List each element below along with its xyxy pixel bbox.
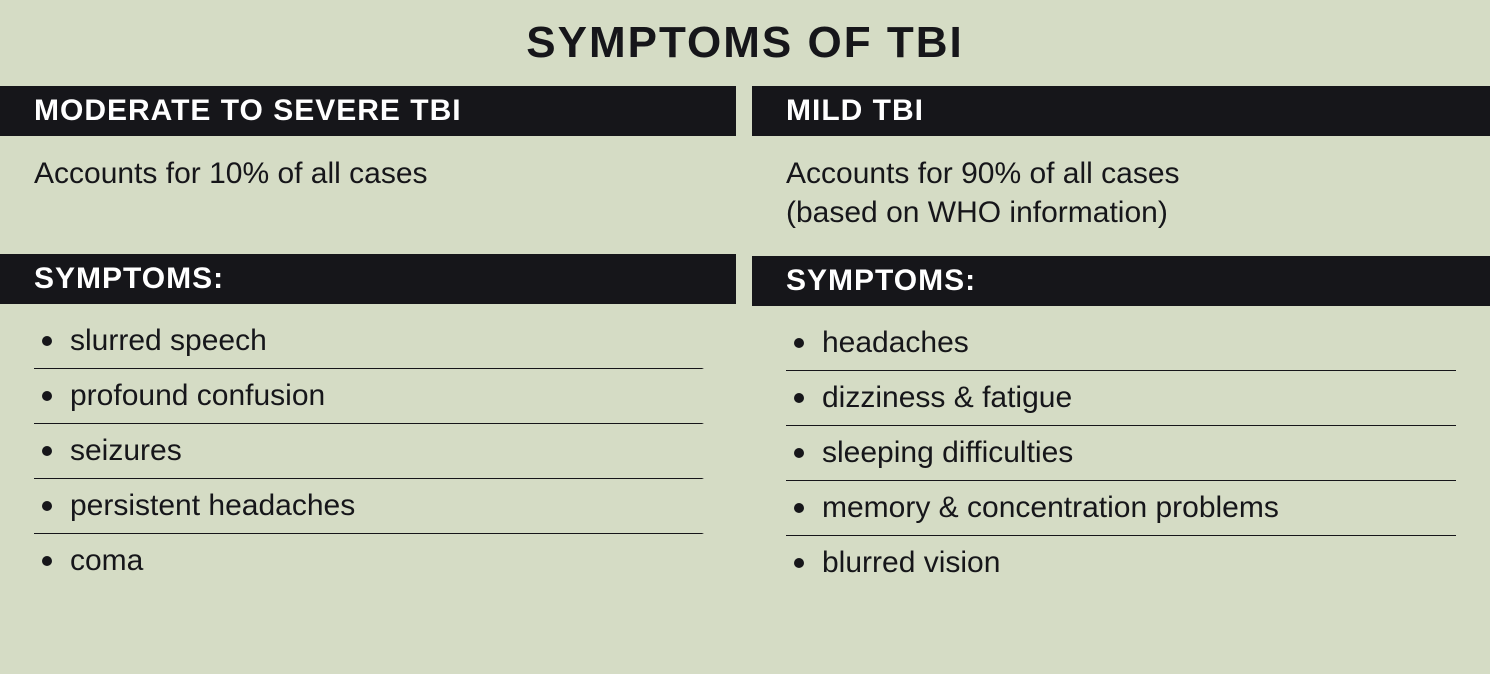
symptom-list: headaches dizziness & fatigue sleeping d… xyxy=(752,306,1490,590)
column-heading: MODERATE TO SEVERE TBI xyxy=(34,94,462,127)
symptom-item: sleeping difficulties xyxy=(786,426,1456,481)
bullet-icon xyxy=(794,558,804,568)
bullet-icon xyxy=(794,393,804,403)
symptom-item: memory & concentration problems xyxy=(786,481,1456,536)
bullet-icon xyxy=(794,338,804,348)
symptom-text: coma xyxy=(70,544,143,578)
column-description: Accounts for 90% of all cases(based on W… xyxy=(752,136,1490,256)
symptom-item: profound confusion xyxy=(34,369,704,424)
bullet-icon xyxy=(42,446,52,456)
page-title-text: SYMPTOMS OF TBI xyxy=(526,18,963,67)
column-heading: MILD TBI xyxy=(786,94,924,127)
bullet-icon xyxy=(42,336,52,346)
symptom-text: sleeping difficulties xyxy=(822,436,1073,470)
heading-bar: MODERATE TO SEVERE TBI xyxy=(0,86,738,136)
bullet-icon xyxy=(42,501,52,511)
symptom-list: slurred speech profound confusion seizur… xyxy=(0,304,738,588)
symptom-item: slurred speech xyxy=(34,314,704,369)
symptom-text: headaches xyxy=(822,326,969,360)
symptom-item: dizziness & fatigue xyxy=(786,371,1456,426)
symptom-item: persistent headaches xyxy=(34,479,704,534)
symptom-text: blurred vision xyxy=(822,546,1000,580)
bullet-icon xyxy=(794,503,804,513)
symptoms-label-bar: SYMPTOMS: xyxy=(752,256,1490,306)
columns-container: MODERATE TO SEVERE TBI Accounts for 10% … xyxy=(0,86,1490,590)
symptom-text: profound confusion xyxy=(70,379,325,413)
symptom-text: persistent headaches xyxy=(70,489,355,523)
symptom-text: memory & concentration problems xyxy=(822,491,1279,525)
symptom-text: slurred speech xyxy=(70,324,267,358)
column-description: Accounts for 10% of all cases xyxy=(0,136,738,254)
symptom-item: seizures xyxy=(34,424,704,479)
column-moderate-severe: MODERATE TO SEVERE TBI Accounts for 10% … xyxy=(0,86,738,590)
symptoms-label: SYMPTOMS: xyxy=(786,264,976,297)
bullet-icon xyxy=(42,556,52,566)
symptom-item: headaches xyxy=(786,316,1456,371)
bullet-icon xyxy=(42,391,52,401)
column-mild: MILD TBI Accounts for 90% of all cases(b… xyxy=(752,86,1490,590)
symptoms-label-bar: SYMPTOMS: xyxy=(0,254,738,304)
symptom-text: seizures xyxy=(70,434,182,468)
symptom-text: dizziness & fatigue xyxy=(822,381,1072,415)
symptom-item: blurred vision xyxy=(786,536,1456,590)
bullet-icon xyxy=(794,448,804,458)
symptoms-label: SYMPTOMS: xyxy=(34,262,224,295)
page-title: SYMPTOMS OF TBI xyxy=(0,0,1490,86)
symptom-item: coma xyxy=(34,534,704,588)
column-divider xyxy=(738,86,752,590)
heading-bar: MILD TBI xyxy=(752,86,1490,136)
